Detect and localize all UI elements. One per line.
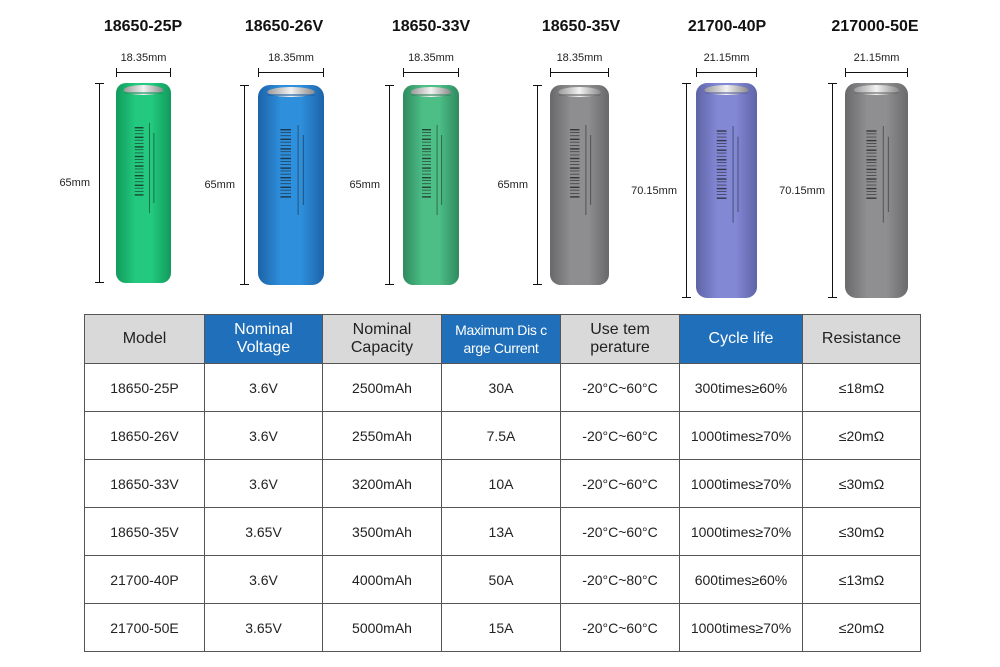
cell-temperature: -20°C~80°C <box>560 555 680 604</box>
height-dimension-label: 70.15mm <box>631 184 677 197</box>
cell-voltage: 3.6V <box>204 363 323 412</box>
height-dimension-label: 65mm <box>497 179 528 191</box>
header-use-temperature: Use tem perature <box>560 314 680 364</box>
cell-model: 21700-50E <box>84 603 205 652</box>
cell-resistance: ≤20mΩ <box>802 411 921 460</box>
cell-temperature: -20°C~60°C <box>560 363 680 412</box>
header-cycle-life: Cycle life <box>679 314 803 364</box>
cell-cycle-life: 300times≥60% <box>679 363 803 412</box>
header-resistance: Resistance <box>802 314 921 364</box>
cell-temperature: -20°C~60°C <box>560 459 680 508</box>
cell-current: 7.5A <box>441 411 561 460</box>
width-dimension-line <box>116 68 171 77</box>
cell-cycle-life: 1000times≥70% <box>679 459 803 508</box>
battery-model-title: 18650-35V <box>541 18 621 35</box>
width-dimension-line <box>258 68 324 77</box>
height-dimension-line <box>682 83 692 298</box>
header-nominal-capacity: Nominal Capacity <box>322 314 442 364</box>
header-model: Model <box>84 314 205 364</box>
width-dimension: 18.35mm <box>116 52 171 78</box>
battery-model-title: 18650-26V <box>244 18 324 35</box>
table-row: 21700-40P 3.6V 4000mAh 50A -20°C~80°C 600time… <box>84 555 921 604</box>
battery-model-title: 18650-33V <box>391 18 471 35</box>
battery-cell-image <box>116 83 171 283</box>
cell-temperature: -20°C~60°C <box>560 603 680 652</box>
height-dimension-line <box>533 85 543 285</box>
cell-voltage: 3.65V <box>204 507 323 556</box>
height-dimension-label: 70.15mm <box>779 184 825 197</box>
cell-model: 18650-35V <box>84 507 205 556</box>
width-dimension-line <box>696 68 757 77</box>
width-dimension: 18.35mm <box>403 52 459 78</box>
header-max-discharge-current: Maximum Dis c arge Current <box>441 314 561 364</box>
header-nominal-voltage: Nominal Voltage <box>204 314 323 364</box>
table-row: 18650-33V 3.6V 3200mAh 10A -20°C~60°C 1000tim… <box>84 459 921 508</box>
cell-resistance: ≤18mΩ <box>802 363 921 412</box>
cell-capacity: 2550mAh <box>322 411 442 460</box>
width-dimension-label: 18.35mm <box>556 52 603 64</box>
height-dimension-label: 65mm <box>349 179 380 191</box>
battery-cell-image <box>696 83 757 298</box>
cell-current: 10A <box>441 459 561 508</box>
cell-model: 18650-33V <box>84 459 205 508</box>
width-dimension-label: 21.15mm <box>853 52 900 64</box>
battery-model-title: 18650-25P <box>103 18 183 35</box>
battery-cell-image <box>403 85 459 285</box>
cell-current: 15A <box>441 603 561 652</box>
height-dimension-label: 65mm <box>204 179 235 191</box>
cell-cycle-life: 1000times≥70% <box>679 411 803 460</box>
height-dimension-line <box>385 85 395 285</box>
width-dimension-line <box>845 68 908 77</box>
cell-resistance: ≤13mΩ <box>802 555 921 604</box>
height-dimension-line <box>95 83 105 283</box>
width-dimension-line <box>403 68 459 77</box>
cell-cycle-life: 600times≥60% <box>679 555 803 604</box>
cell-cycle-life: 1000times≥70% <box>679 603 803 652</box>
cell-model: 18650-26V <box>84 411 205 460</box>
battery-model-title: 21700-40P <box>687 18 767 35</box>
table-row: 18650-25P 3.6V 2500mAh 30A -20°C~60°C 300time… <box>84 363 921 412</box>
cell-current: 30A <box>441 363 561 412</box>
width-dimension-line <box>550 68 609 77</box>
cell-resistance: ≤30mΩ <box>802 459 921 508</box>
cell-resistance: ≤20mΩ <box>802 603 921 652</box>
table-row: 21700-50E 3.65V 5000mAh 15A -20°C~60°C 1000ti… <box>84 603 921 652</box>
height-dimension-line <box>828 83 838 298</box>
cell-temperature: -20°C~60°C <box>560 507 680 556</box>
width-dimension-label: 18.35mm <box>268 52 314 64</box>
battery-model-title: 217000-50E <box>831 18 919 35</box>
width-dimension: 21.15mm <box>845 52 908 78</box>
cell-current: 13A <box>441 507 561 556</box>
cell-cycle-life: 1000times≥70% <box>679 507 803 556</box>
cell-capacity: 3200mAh <box>322 459 442 508</box>
height-dimension-label: 65mm <box>59 177 90 189</box>
cell-voltage: 3.6V <box>204 459 323 508</box>
cell-capacity: 5000mAh <box>322 603 442 652</box>
cell-resistance: ≤30mΩ <box>802 507 921 556</box>
cell-temperature: -20°C~60°C <box>560 411 680 460</box>
battery-cell-image <box>550 85 609 285</box>
cell-current: 50A <box>441 555 561 604</box>
cell-voltage: 3.6V <box>204 411 323 460</box>
cell-capacity: 4000mAh <box>322 555 442 604</box>
height-dimension-line <box>240 85 250 285</box>
cell-voltage: 3.6V <box>204 555 323 604</box>
battery-cell-image <box>258 85 324 285</box>
width-dimension: 18.35mm <box>550 52 609 78</box>
cell-voltage: 3.65V <box>204 603 323 652</box>
cell-capacity: 2500mAh <box>322 363 442 412</box>
table-row: 18650-35V 3.65V 3500mAh 13A -20°C~60°C 1000ti… <box>84 507 921 556</box>
width-dimension-label: 18.35mm <box>120 52 167 64</box>
width-dimension: 21.15mm <box>696 52 757 78</box>
width-dimension-label: 21.15mm <box>703 52 750 64</box>
cell-model: 21700-40P <box>84 555 205 604</box>
width-dimension: 18.35mm <box>258 52 324 78</box>
width-dimension-label: 18.35mm <box>408 52 454 64</box>
cell-capacity: 3500mAh <box>322 507 442 556</box>
cell-model: 18650-25P <box>84 363 205 412</box>
table-row: 18650-26V 3.6V 2550mAh 7.5A -20°C~60°C 1000ti… <box>84 411 921 460</box>
battery-cell-image <box>845 83 908 298</box>
spec-table: Model Nominal Voltage Nominal Capacity Max… <box>84 314 921 652</box>
table-header-row: Model Nominal Voltage Nominal Capacity Max… <box>84 314 921 364</box>
